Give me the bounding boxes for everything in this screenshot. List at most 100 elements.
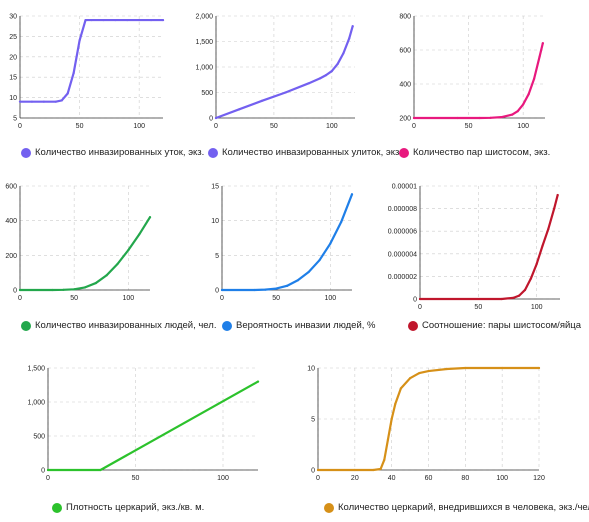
y-tick-label: 0 [209,116,213,123]
y-tick-label: 400 [399,82,411,89]
data-point [90,18,93,22]
data-point [456,116,459,120]
legend-cercariae-penetrated[interactable]: Количество церкарий, внедрившихся в чело… [324,502,589,513]
series-line [316,366,541,472]
data-point [220,288,224,292]
data-point [512,296,515,299]
data-point [46,468,50,472]
data-point [73,288,76,291]
x-tick-label: 100 [122,295,134,302]
y-tick-label: 800 [399,14,411,21]
legend-infection-probability-label: Вероятность инвазии людей, % [236,320,376,331]
data-point [353,468,356,472]
data-point [105,274,108,277]
y-tick-label: 0 [413,297,417,304]
data-point [383,458,386,461]
y-tick-label: 1,000 [195,65,213,72]
x-tick-label: 0 [214,123,218,130]
data-point [412,116,416,120]
data-point [541,244,544,247]
data-point [138,18,141,22]
data-point [18,288,22,292]
y-tick-label: 30 [9,14,17,21]
chart-pairs-eggs-ratio: 0 0.000002 0.000004 0.000006 0.000008 0.00001… [388,184,560,311]
data-point [54,100,57,103]
x-tick-label: 50 [272,295,280,302]
y-tick-label: 0 [215,288,219,295]
data-point [342,52,345,55]
data-point [351,25,354,28]
legend-infected-people-label: Количество инвазированных людей, чел. [35,320,217,331]
y-tick-label: 2,000 [195,14,213,21]
data-point [518,294,521,297]
data-point [478,116,481,120]
data-point [522,103,525,106]
data-point [556,193,559,197]
y-tick-label: 15 [9,75,17,82]
data-point [138,233,141,236]
x-tick-label: 100 [326,123,338,130]
data-point [418,297,422,301]
data-point [72,72,75,75]
x-tick-label: 120 [533,475,545,482]
data-point [84,18,87,22]
data-point [66,92,69,95]
data-point [527,93,530,96]
data-point [319,77,322,80]
data-point [538,55,541,58]
data-point [330,69,333,73]
chart-infection-probability: 0 5 10 15 0 50 100 [211,184,354,302]
data-point [264,288,267,291]
legend-infection-probability[interactable]: Вероятность инвазии людей, % [222,320,376,331]
y-tick-label: 200 [5,253,17,260]
x-tick-label: 0 [316,475,320,482]
data-point [464,366,467,370]
y-tick-label: 5 [215,253,219,260]
legend-pairs-eggs-ratio-label: Соотношение: пары шистосом/яйца [422,320,581,331]
data-point [99,468,102,472]
data-point [316,468,320,472]
series-line [214,25,354,120]
legend-schistosome-pairs[interactable]: Количество пар шистосом, экз. [399,147,550,158]
y-tick-label: 0.000006 [388,229,417,236]
data-point [285,284,289,287]
data-point [127,249,130,252]
y-tick-label: 500 [33,434,45,441]
data-point [418,372,421,375]
x-tick-label: 50 [76,123,84,130]
y-tick-label: 10 [307,366,315,373]
legend-infected-people[interactable]: Количество инвазированных людей, чел. [21,320,216,331]
y-tick-label: 1,000 [27,400,45,407]
legend-pairs-eggs-ratio[interactable]: Соотношение: пары шистосом/яйца [408,320,581,331]
x-tick-label: 50 [474,304,482,311]
x-tick-label: 50 [270,123,278,130]
legend-cercariae-density[interactable]: Плотность церкарий, экз./кв. м. [52,502,204,513]
y-tick-label: 5 [311,417,315,424]
data-point [296,279,299,282]
y-tick-label: 0.000004 [388,251,417,258]
y-tick-label: 5 [13,116,17,123]
legend-ducks[interactable]: Количество инвазированных уток, экз. [21,147,204,158]
legend-cercariae-density-marker [52,502,62,513]
legend-snails[interactable]: Количество инвазированных улиток, экз. [208,147,402,158]
legend-schistosome-pairs-label: Количество пар шистосом, экз. [413,147,551,158]
data-point [161,18,165,22]
legend-cercariae-density-label: Плотность церкарий, экз./кв. м. [66,502,205,513]
data-point [489,116,492,119]
x-tick-label: 0 [418,304,422,311]
chart-schistosome-pairs: 200 400 600 800 0 50 100 [0,0,589,138]
data-point [329,242,332,245]
legend-cercariae-penetrated-marker [324,502,334,513]
y-tick-label: 500 [201,90,213,97]
data-point [307,270,310,274]
data-point [348,37,351,40]
y-tick-label: 0 [311,468,315,475]
x-tick-label: 100 [517,123,529,130]
data-point [253,288,256,292]
y-tick-label: 20 [9,54,17,61]
legend-schistosome-pairs-marker [399,147,409,158]
data-point [500,116,503,119]
y-tick-label: 15 [211,184,219,191]
